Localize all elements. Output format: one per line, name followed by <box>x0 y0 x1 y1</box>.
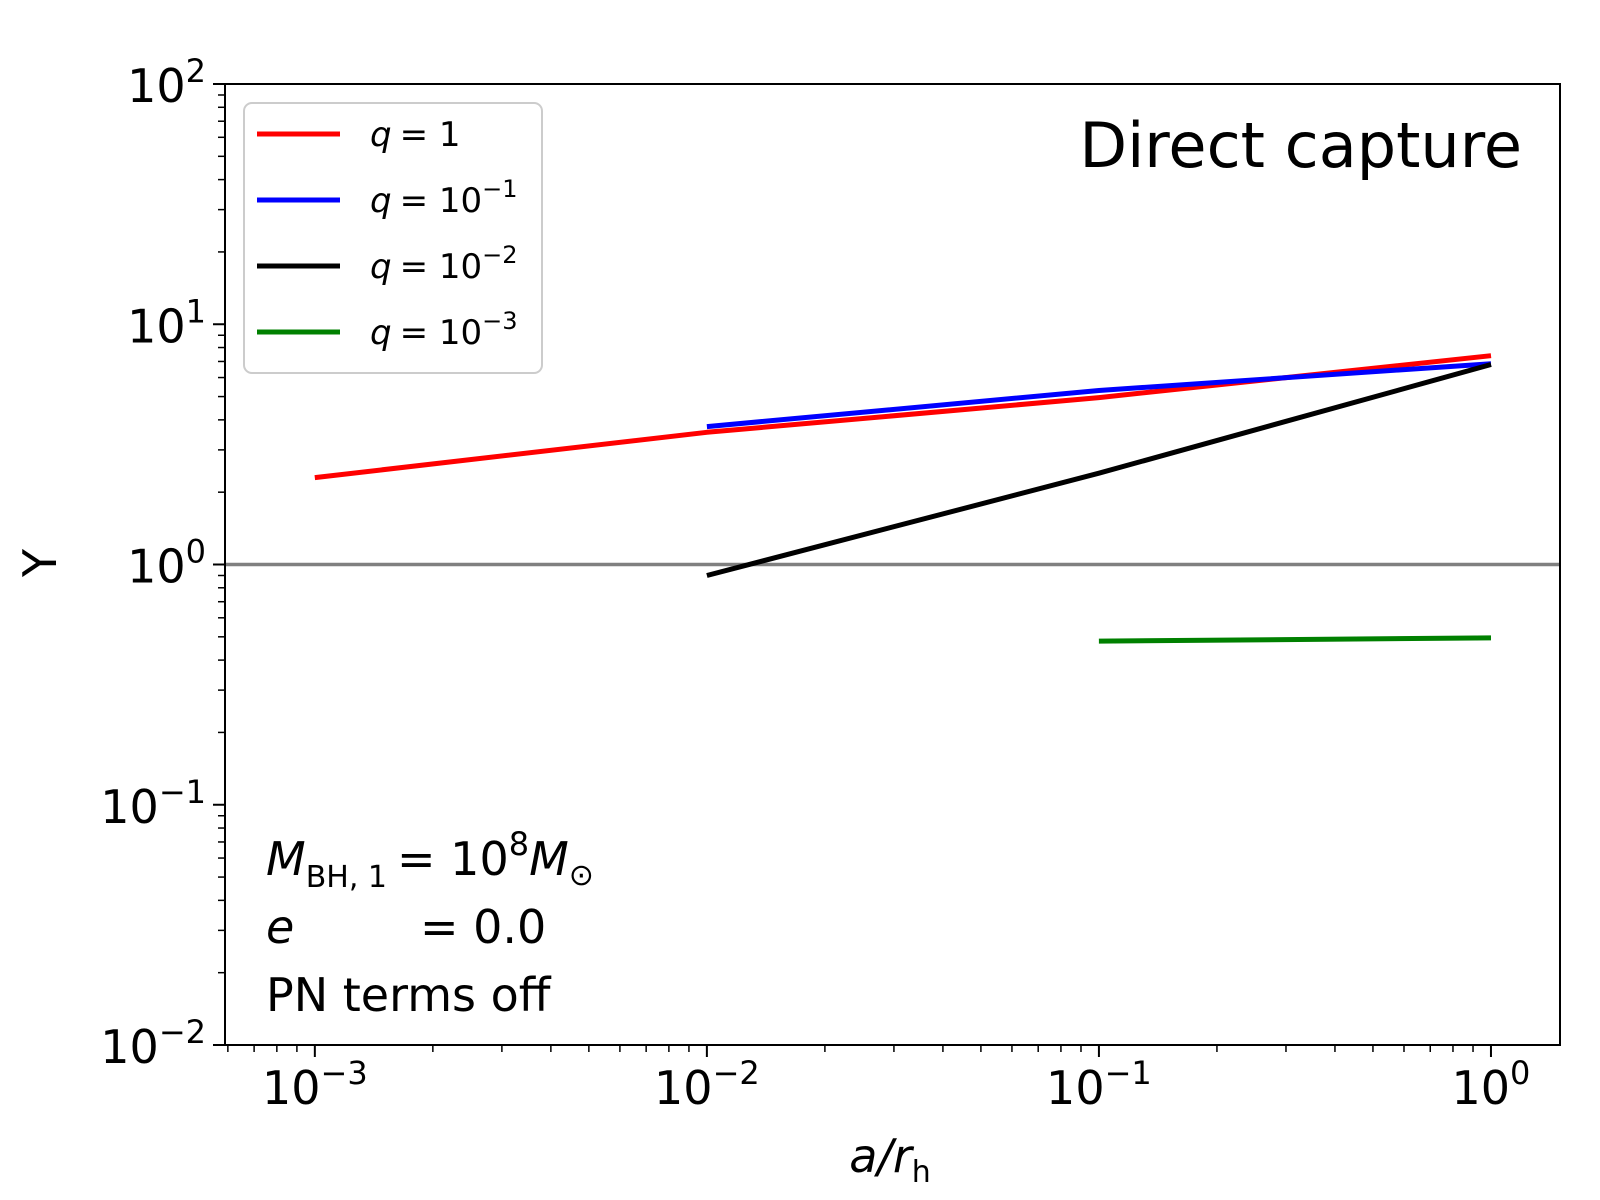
info-line-mass: MBH, 1 = 108M⊙ <box>266 825 594 895</box>
major-ticks <box>213 83 1492 1057</box>
plot-frame <box>224 83 1561 1046</box>
x-tick-label: 10−3 <box>262 1054 368 1115</box>
y-axis-label: Y <box>13 548 67 578</box>
series-line-4 <box>1098 635 1492 644</box>
legend-box <box>243 102 543 374</box>
y-tick-label: 102 <box>127 52 206 113</box>
minor-ticks <box>218 94 1474 1052</box>
series-layer <box>314 353 1492 644</box>
annotation-direct-capture: Direct capture <box>1079 109 1522 182</box>
legend-label-3: q = 10−2 <box>370 241 518 287</box>
series-line-2 <box>706 361 1492 430</box>
legend-label-4: q = 10−3 <box>370 307 518 353</box>
info-line-e-value: = 0.0 <box>420 900 546 954</box>
x-tick-label: 10−1 <box>1046 1054 1152 1115</box>
y-tick-label: 101 <box>127 292 206 353</box>
legend: q = 1 q = 10−1 q = 10−2 q = 10−3 <box>243 102 543 374</box>
series-line-3 <box>706 362 1492 578</box>
y-tick-label: 10−1 <box>100 773 206 834</box>
info-line-e-var: e <box>266 900 294 954</box>
tick-labels: 10−3 10−2 10−1 100 10−2 10−1 100 101 102 <box>100 52 1530 1115</box>
info-text: MBH, 1 = 108M⊙ e = 0.0 PN terms off <box>266 825 594 1022</box>
legend-label-1: q = 1 <box>370 115 461 155</box>
legend-label-2: q = 10−1 <box>370 175 518 221</box>
x-axis-label: a/rh <box>849 1129 931 1190</box>
x-tick-label: 100 <box>1452 1054 1531 1115</box>
y-tick-label: 100 <box>127 533 206 594</box>
x-tick-label: 10−2 <box>654 1054 760 1115</box>
y-tick-label: 10−2 <box>100 1013 206 1074</box>
info-line-pn: PN terms off <box>266 968 552 1022</box>
